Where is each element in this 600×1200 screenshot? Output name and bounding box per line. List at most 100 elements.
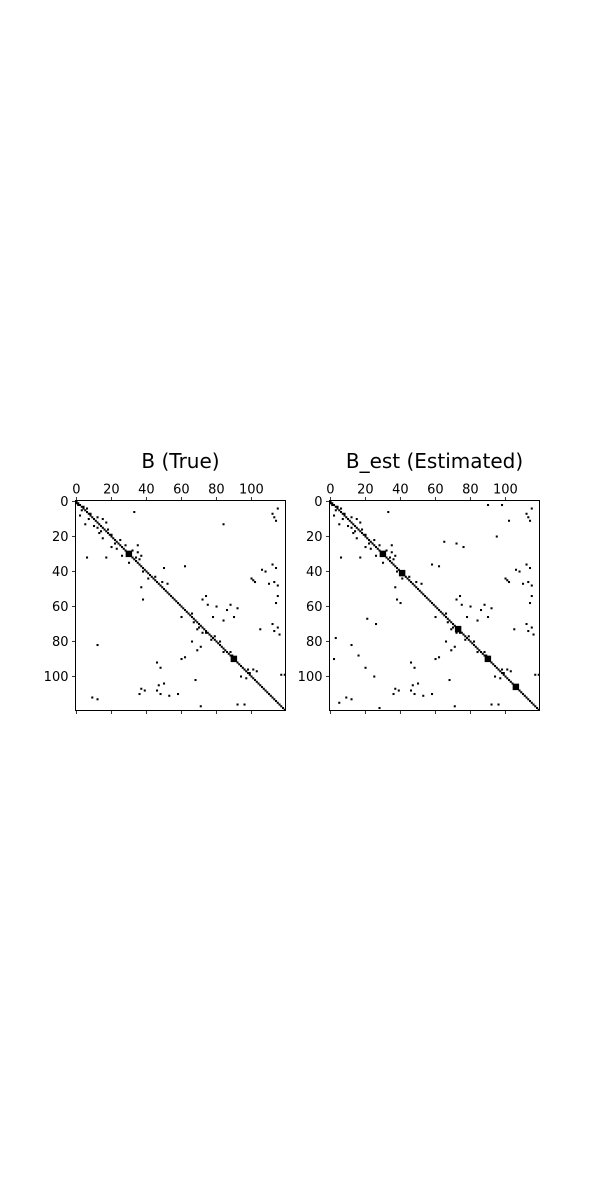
matrix-cell	[352, 532, 355, 535]
matrix-cell	[271, 623, 274, 626]
matrix-cell	[530, 595, 533, 598]
matrix-cell-diagonal	[357, 528, 360, 531]
matrix-cell	[422, 694, 425, 697]
matrix-cell-diagonal	[140, 565, 143, 568]
matrix-cell	[375, 554, 378, 557]
matrix-cell	[201, 598, 204, 601]
matrix-cell	[522, 582, 525, 585]
matrix-cell-diagonal	[219, 644, 222, 647]
matrix-cell-diagonal	[254, 679, 257, 682]
matrix-cell-diagonal	[226, 651, 229, 654]
matrix-cell	[96, 526, 99, 529]
matrix-cell	[247, 668, 250, 671]
matrix-cell	[254, 581, 257, 584]
matrix-cell	[231, 654, 234, 657]
matrix-cell	[142, 570, 145, 573]
matrix-cell	[201, 631, 204, 634]
matrix-cell	[417, 682, 420, 685]
matrix-cell	[222, 619, 225, 622]
matrix-cell-diagonal	[522, 693, 525, 696]
y-tick-label: 20	[306, 530, 323, 545]
matrix-cell	[75, 502, 78, 505]
matrix-cell	[375, 623, 378, 626]
matrix-cell-diagonal	[361, 532, 364, 535]
matrix-cell-diagonal	[523, 694, 526, 697]
matrix-cell	[460, 603, 463, 606]
matrix-cell-diagonal	[220, 645, 223, 648]
matrix-cell	[135, 556, 138, 559]
matrix-cell	[276, 626, 279, 629]
matrix-cell	[276, 584, 279, 587]
matrix-cell-diagonal	[530, 701, 533, 704]
matrix-cell	[138, 558, 141, 561]
matrix-cell-diagonal	[368, 539, 371, 542]
matrix-cell	[452, 626, 455, 629]
matrix-cell-diagonal	[536, 707, 539, 710]
matrix-cell-diagonal	[112, 537, 115, 540]
panel-estimated: B_est (Estimated) 0 20 40 60 80 100 0 20 40 60 80 1…	[298, 449, 540, 714]
matrix-cell	[191, 612, 194, 615]
matrix-cell	[499, 677, 502, 680]
y-tick-label: 20	[52, 530, 69, 545]
matrix-cell-diagonal	[91, 516, 94, 519]
matrix-cell	[502, 672, 505, 675]
matrix-cell-diagonal	[509, 680, 512, 683]
matrix-cell-block	[512, 683, 520, 691]
matrix-cell-diagonal	[467, 638, 470, 641]
matrix-cell	[333, 658, 336, 661]
matrix-cell	[438, 565, 441, 568]
matrix-cell-diagonal	[268, 693, 271, 696]
matrix-cell	[485, 654, 488, 657]
matrix-cell	[527, 581, 530, 584]
matrix-cell	[250, 577, 253, 580]
matrix-cell-diagonal	[413, 584, 416, 587]
matrix-cell-diagonal	[222, 647, 225, 650]
matrix-cell-diagonal	[480, 651, 483, 654]
matrix-cell	[501, 504, 504, 507]
axes-frame	[75, 500, 286, 711]
matrix-cell	[343, 512, 346, 515]
matrix-cell	[77, 504, 80, 507]
matrix-cell-diagonal	[156, 581, 159, 584]
matrix-cell	[453, 645, 456, 648]
matrix-cell	[508, 581, 511, 584]
matrix-cell-diagonal	[80, 505, 83, 508]
matrix-cell	[340, 556, 343, 559]
matrix-cell	[366, 617, 369, 620]
matrix-cell-diagonal	[434, 605, 437, 608]
matrix-cell-diagonal	[147, 572, 150, 575]
matrix-cell	[101, 537, 104, 540]
matrix-cell	[410, 689, 413, 692]
matrix-cell-diagonal	[438, 609, 441, 612]
matrix-cell	[525, 623, 528, 626]
y-tick-label: 80	[306, 635, 323, 650]
matrix-cell-diagonal	[257, 682, 260, 685]
matrix-cell	[445, 640, 448, 643]
matrix-cell	[534, 673, 537, 676]
matrix-cell	[222, 523, 225, 526]
matrix-cell	[518, 570, 521, 573]
matrix-cell-diagonal	[462, 633, 465, 636]
matrix-cell-diagonal	[508, 679, 511, 682]
matrix-cell-diagonal	[108, 533, 111, 536]
matrix-cell-diagonal	[345, 516, 348, 519]
matrix-cell-diagonal	[264, 689, 267, 692]
matrix-cell	[140, 586, 143, 589]
matrix-cell	[392, 558, 395, 561]
matrix-cell	[229, 651, 232, 654]
matrix-cell-diagonal	[213, 638, 216, 641]
matrix-cell-diagonal	[436, 607, 439, 610]
matrix-cell-diagonal	[490, 661, 493, 664]
matrix-cell	[84, 523, 87, 526]
matrix-cell	[340, 507, 343, 510]
matrix-cell	[443, 540, 446, 543]
matrix-cell	[196, 628, 199, 631]
matrix-cell	[259, 628, 262, 631]
matrix-cell	[455, 598, 458, 601]
matrix-cell-diagonal	[124, 549, 127, 552]
matrix-cell	[415, 581, 418, 584]
matrix-cell	[114, 542, 117, 545]
matrix-cell	[210, 638, 213, 641]
matrix-cell-diagonal	[474, 645, 477, 648]
matrix-cell	[347, 525, 350, 528]
